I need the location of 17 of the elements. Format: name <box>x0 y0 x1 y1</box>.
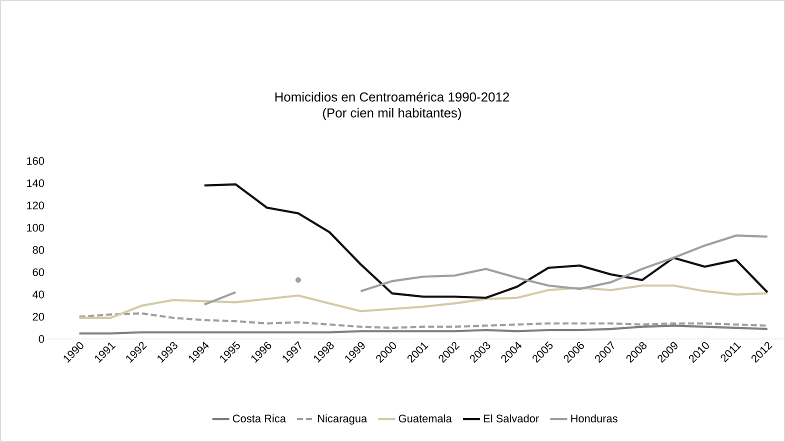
y-tick-label: 60 <box>32 268 44 276</box>
y-tick-label: 120 <box>27 202 44 210</box>
y-tick-label: 100 <box>27 224 44 232</box>
chart-subtitle: (Por cien mil habitantes) <box>322 108 461 120</box>
legend-label: El Salvador <box>484 414 539 422</box>
legend-label: Guatemala <box>398 414 452 422</box>
legend-label: Costa Rica <box>232 414 286 422</box>
y-tick-label: 40 <box>32 290 44 298</box>
y-tick-label: 160 <box>27 157 44 165</box>
legend-label: Honduras <box>571 414 618 422</box>
y-tick-label: 140 <box>27 179 44 188</box>
y-tick-label: 80 <box>32 246 44 254</box>
legend-label: Nicaragua <box>318 414 368 425</box>
line-series <box>203 183 768 299</box>
chart-title: Homicidios en Centroamérica 1990-2012 <box>275 92 509 102</box>
y-tick-label: 0 <box>38 335 44 343</box>
y-tick-label: 20 <box>32 312 44 321</box>
